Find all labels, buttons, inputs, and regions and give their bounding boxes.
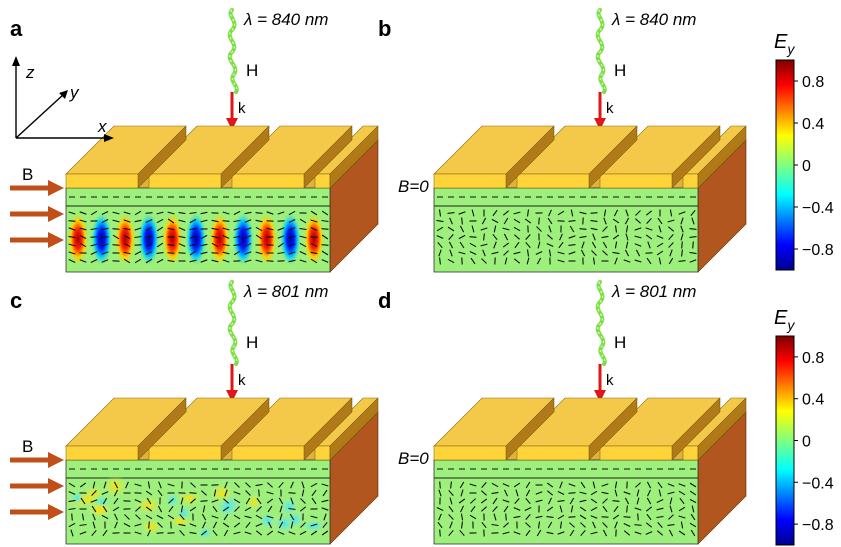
panel-letter: b	[378, 16, 391, 41]
colorbar: Ey 0.8 0.4 0 −0.4 −0.8	[774, 31, 834, 271]
x-axis-label: x	[97, 117, 107, 136]
panel-letter: a	[10, 16, 23, 41]
metal-ribbons	[433, 125, 747, 189]
h-field-label: H	[246, 333, 258, 352]
wave-icon	[227, 8, 239, 94]
wavelength-label: λ = 801 nm	[611, 282, 696, 301]
k-vector-label: k	[606, 372, 614, 389]
wave-icon	[595, 280, 607, 366]
wave-icon	[595, 8, 607, 94]
colorbar-title: Ey	[774, 31, 795, 57]
colorbar-tick-label: 0.8	[802, 74, 824, 91]
h-field-label: H	[246, 61, 258, 80]
wavelength-label: λ = 840 nm	[611, 10, 696, 29]
colorbar-tick-label: 0.8	[802, 350, 824, 367]
colorbar-tick-label: 0	[802, 434, 811, 451]
colorbar-tick-label: 0.4	[802, 116, 824, 133]
b-field-label: B	[22, 437, 33, 456]
panel-letter: c	[10, 288, 22, 313]
wavelength-label: λ = 801 nm	[243, 282, 328, 301]
y-axis-label: y	[69, 83, 80, 102]
colorbar-tick-label: −0.8	[802, 517, 834, 534]
panel-c: c λ = 801 nm Hk B	[10, 280, 379, 545]
b-field-arrows	[10, 452, 64, 520]
wave-icon	[227, 280, 239, 366]
colorbar-tick-label: −0.4	[802, 200, 834, 217]
colorbar: Ey 0.8 0.4 0 −0.4 −0.8	[774, 307, 834, 546]
b-field-arrows	[10, 180, 64, 248]
colorbar-tick-label: −0.4	[802, 475, 834, 492]
metal-ribbons	[65, 397, 379, 461]
z-axis-label: z	[25, 63, 35, 82]
field-map	[65, 459, 331, 545]
colorbar-tick-label: 0.4	[802, 392, 824, 409]
wavelength-label: λ = 840 nm	[243, 10, 328, 29]
h-field-label: H	[614, 333, 626, 352]
colorbar-title: Ey	[774, 307, 795, 333]
field-map	[433, 459, 699, 545]
field-map	[65, 187, 331, 273]
field-map	[433, 187, 699, 273]
panel-a: a λ = 840 nm Hk B	[10, 8, 379, 273]
panel-d: d λ = 801 nm Hk B=0	[378, 280, 747, 545]
b-field-label: B=0	[398, 449, 429, 468]
panel-letter: d	[378, 288, 391, 313]
b-field-label: B=0	[398, 177, 429, 196]
k-vector-label: k	[238, 100, 246, 117]
k-vector-label: k	[606, 100, 614, 117]
k-vector-label: k	[238, 372, 246, 389]
colorbar-tick-label: 0	[802, 158, 811, 175]
b-field-label: B	[22, 165, 33, 184]
h-field-label: H	[614, 61, 626, 80]
metal-ribbons	[433, 397, 747, 461]
metal-ribbons	[65, 125, 379, 189]
coordinate-axes: z yx	[12, 56, 114, 142]
panel-b: b λ = 840 nm Hk B=0	[378, 8, 747, 273]
colorbar-tick-label: −0.8	[802, 242, 834, 259]
